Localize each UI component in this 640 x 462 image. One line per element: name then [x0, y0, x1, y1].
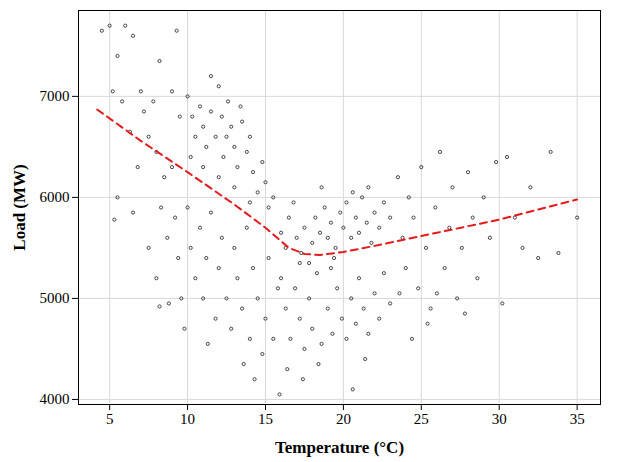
- svg-text:6000: 6000: [40, 189, 70, 205]
- svg-text:10: 10: [180, 411, 195, 427]
- svg-text:Temperature (°C): Temperature (°C): [275, 438, 404, 457]
- svg-text:5000: 5000: [40, 290, 70, 306]
- svg-text:15: 15: [258, 411, 273, 427]
- svg-text:7000: 7000: [40, 88, 70, 104]
- svg-text:25: 25: [414, 411, 429, 427]
- svg-text:5: 5: [106, 411, 114, 427]
- svg-text:4000: 4000: [40, 391, 70, 407]
- svg-text:20: 20: [336, 411, 351, 427]
- svg-text:35: 35: [570, 411, 585, 427]
- svg-text:30: 30: [492, 411, 507, 427]
- svg-text:Load (MW): Load (MW): [10, 164, 29, 250]
